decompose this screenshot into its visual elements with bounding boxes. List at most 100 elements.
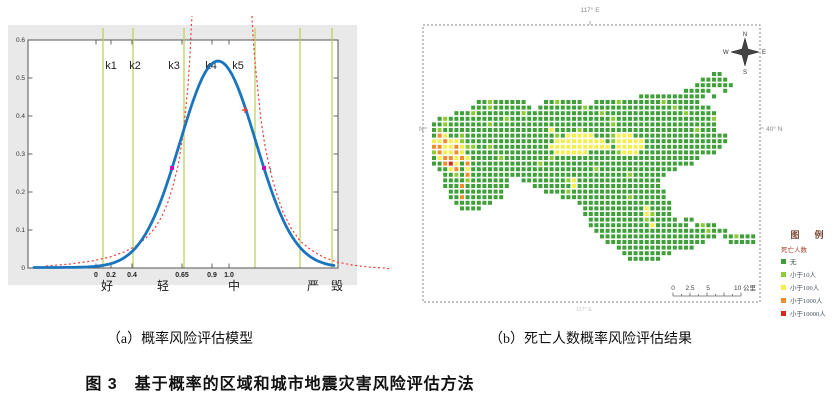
grid-cell: [622, 223, 627, 228]
grid-cell: [639, 167, 644, 172]
grid-cell: [594, 122, 599, 127]
grid-cell: [555, 111, 560, 116]
grid-cell: [471, 206, 476, 211]
grid-cell: [594, 195, 599, 200]
grid-cell: [600, 100, 604, 104]
grid-cell: [661, 167, 666, 172]
grid-cell: [639, 116, 644, 121]
grid-cell: [678, 116, 683, 121]
grid-cell: [600, 156, 604, 160]
grid-cell: [521, 100, 526, 104]
grid-cell: [611, 189, 616, 194]
grid-cell: [521, 128, 526, 132]
grid-cell: [678, 144, 683, 149]
grid-cell: [684, 94, 688, 99]
grid-cell: [667, 116, 672, 121]
grid-cell: [661, 100, 666, 104]
y-tick-label: 0.4: [16, 113, 25, 120]
grid-cell: [532, 161, 537, 166]
grid-cell: [560, 100, 565, 104]
grid-cell: [667, 234, 672, 239]
grid-cell: [482, 172, 487, 177]
grid-cell: [454, 128, 459, 132]
grid-cell: [549, 150, 554, 155]
grid-cell: [471, 133, 476, 138]
grid-cell: [689, 88, 694, 93]
grid-cell: [689, 122, 694, 127]
grid-cell: [611, 100, 616, 104]
grid-cell: [504, 111, 509, 116]
grid-cell: [611, 161, 616, 166]
grid-cell: [538, 111, 543, 116]
grid-cell: [465, 189, 470, 194]
grid-cell: [577, 133, 582, 138]
grid-cell: [667, 240, 672, 244]
grid-cell: [639, 122, 644, 127]
grid-cell: [504, 172, 509, 177]
grid-cell: [622, 240, 627, 244]
grid-cell: [482, 128, 487, 132]
compass-star: [730, 37, 760, 67]
grid-cell: [678, 245, 683, 250]
grid-cell: [611, 240, 616, 244]
grid-cell: [684, 133, 688, 138]
grid-cell: [644, 240, 649, 244]
grid-cell: [616, 150, 621, 155]
grid-cell: [656, 200, 660, 205]
grid-cell: [717, 83, 722, 88]
grid-cell: [594, 144, 599, 149]
grid-cell: [443, 139, 448, 144]
grid-cell: [684, 128, 688, 132]
grid-cell: [560, 150, 565, 155]
grid-cell: [661, 150, 666, 155]
grid-cell: [488, 178, 492, 183]
grid-cell: [482, 111, 487, 116]
grid-cell: [476, 133, 481, 138]
grid-cell: [616, 223, 621, 228]
grid-cell: [611, 234, 616, 239]
grid-cell: [633, 133, 638, 138]
grid-cell: [521, 156, 526, 160]
grid-cell: [639, 111, 644, 116]
grid-cell: [510, 167, 515, 172]
grid-cell: [633, 212, 638, 216]
grid-cell: [700, 234, 705, 239]
grid-cell: [644, 94, 649, 99]
grid-cell: [600, 184, 604, 188]
grid-cell: [448, 122, 453, 127]
grid-cell: [527, 116, 532, 121]
grid-cell: [616, 167, 621, 172]
legend-items: 无小于10人 小于100人 小于1000人 小于10000人: [781, 256, 836, 318]
grid-cell: [538, 150, 543, 155]
grid-cell: [622, 251, 627, 256]
grid-cell: [448, 161, 453, 166]
x-tick-label: 0.4: [127, 272, 137, 279]
grid-cell: [471, 167, 476, 172]
grid-cell: [616, 122, 621, 127]
grid-cell: [644, 128, 649, 132]
grid-cell: [499, 178, 504, 183]
grid-cell: [572, 133, 576, 138]
grid-cell: [504, 178, 509, 183]
grid-cell: [712, 139, 716, 144]
grid-cell: [656, 116, 660, 121]
grid-cell: [628, 172, 632, 177]
grid-cell: [510, 144, 515, 149]
legend-subtitle: 死亡人数: [781, 247, 807, 254]
grid-cell: [644, 116, 649, 121]
grid-cell: [460, 128, 464, 132]
grid-cell: [622, 156, 627, 160]
grid-cell: [622, 161, 627, 166]
grid-cell: [544, 178, 548, 183]
x-tick-label: 0.2: [106, 272, 116, 279]
grid-cell: [661, 189, 666, 194]
grid-cell: [560, 161, 565, 166]
grid-cell: [644, 178, 649, 183]
grid-cell: [488, 150, 492, 155]
grid-cell: [633, 251, 638, 256]
grid-cell: [611, 167, 616, 172]
grid-cell: [594, 223, 599, 228]
grid-cell: [454, 139, 459, 144]
grid-cell: [656, 139, 660, 144]
grid-cell: [656, 100, 660, 104]
